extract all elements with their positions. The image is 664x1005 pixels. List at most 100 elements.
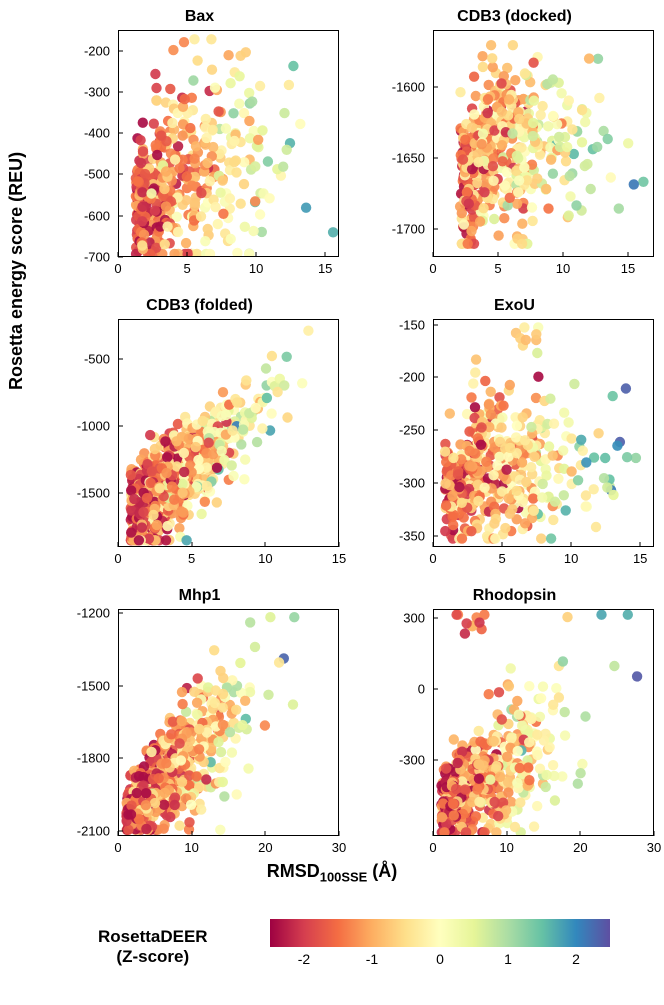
panel-title: CDB3 (folded) — [146, 297, 253, 319]
y-tick: -1200 — [77, 606, 110, 621]
panel: Bax-200-300-400-500-600-700051015 — [60, 8, 339, 279]
x-tick: 0 — [114, 551, 121, 566]
scatter-svg — [434, 31, 654, 257]
plot-outer: 3000-3000102030 — [375, 609, 654, 858]
colorbar-label: RosettaDEER(Z-score) — [98, 927, 208, 968]
x-axis: 0102030 — [118, 836, 339, 858]
plot-outer: -150-200-250-300-350051015 — [375, 319, 654, 568]
colorbar-tick: -2 — [298, 951, 310, 967]
plot-box — [118, 609, 339, 836]
y-axis: -200-300-400-500-600-700 — [60, 30, 118, 257]
colorbar-region: RosettaDEER(Z-score) -2 -1 0 1 2 — [0, 903, 664, 993]
plot-box — [433, 30, 654, 257]
panel: CDB3 (folded)-500-1000-1500051015 — [60, 297, 339, 568]
y-tick: -300 — [399, 752, 425, 767]
x-tick: 10 — [499, 840, 513, 855]
x-axis: 051015 — [118, 257, 339, 279]
panel-title: CDB3 (docked) — [457, 8, 572, 30]
y-axis: -500 -1000 -1500 — [60, 319, 118, 546]
x-tick: 30 — [332, 840, 346, 855]
x-tick: 0 — [429, 551, 436, 566]
scatter-svg — [119, 31, 339, 257]
x-tick: 15 — [633, 551, 647, 566]
y-tick: -700 — [84, 250, 110, 265]
x-tick: 0 — [114, 840, 121, 855]
x-tick: 0 — [429, 840, 436, 855]
plot-outer: -1200-1500-1800-21000102030 — [60, 609, 339, 858]
y-tick: -150 — [399, 317, 425, 332]
x-tick: 0 — [429, 261, 436, 276]
colorbar-tick: -1 — [366, 951, 378, 967]
scatter-svg — [434, 320, 654, 546]
x-tick: 15 — [332, 551, 346, 566]
x-axis: 0102030 — [433, 836, 654, 858]
x-axis: 051015 — [433, 257, 654, 279]
y-tick: 300 — [403, 611, 425, 626]
plot-outer: -500-1000-1500051015 — [60, 319, 339, 568]
x-tick: 5 — [498, 551, 505, 566]
scatter-svg — [119, 320, 339, 546]
y-tick: -1650 — [392, 150, 425, 165]
y-tick: -200 — [399, 370, 425, 385]
colorbar — [270, 919, 610, 947]
x-tick: 5 — [183, 261, 190, 276]
plot-box — [118, 30, 339, 257]
y-axis: -1200 -1500 -1800 -2100 — [60, 609, 118, 836]
panel-title: Rhodopsin — [473, 587, 557, 609]
x-axis: 051015 — [433, 547, 654, 569]
figure-root: Rosetta energy score (REU) RMSD100SSE (Å… — [0, 0, 664, 1005]
x-tick: 10 — [556, 261, 570, 276]
panel-title: Mhp1 — [179, 587, 221, 609]
panel: ExoU-150-200-250-300-350051015 — [375, 297, 654, 568]
panel-title: Bax — [185, 8, 214, 30]
x-tick: 15 — [621, 261, 635, 276]
x-tick: 10 — [184, 840, 198, 855]
x-tick: 20 — [573, 840, 587, 855]
scatter-svg — [434, 610, 654, 836]
plot-outer: -200-300-400-500-600-700051015 — [60, 30, 339, 279]
colorbar-tick: 1 — [504, 951, 512, 967]
x-tick: 10 — [258, 551, 272, 566]
colorbar-tick: 2 — [572, 951, 580, 967]
y-tick: -500 — [84, 352, 110, 367]
y-tick: -350 — [399, 528, 425, 543]
x-axis: 051015 — [118, 547, 339, 569]
y-tick: -2100 — [77, 823, 110, 838]
panel: Mhp1-1200-1500-1800-21000102030 — [60, 587, 339, 858]
y-tick: -1600 — [392, 79, 425, 94]
x-tick: 10 — [249, 261, 263, 276]
plot-box — [433, 609, 654, 836]
plot-box — [433, 319, 654, 546]
y-tick: -500 — [84, 167, 110, 182]
y-tick: -1500 — [77, 485, 110, 500]
x-tick: 30 — [647, 840, 661, 855]
x-tick: 20 — [258, 840, 272, 855]
panel: Rhodopsin3000-3000102030 — [375, 587, 654, 858]
colorbar-tick: 0 — [436, 951, 444, 967]
x-tick: 15 — [318, 261, 332, 276]
y-tick: -300 — [399, 475, 425, 490]
y-tick: -300 — [84, 84, 110, 99]
y-axis: -1600 -1650 -1700 — [375, 30, 433, 257]
y-tick: -1700 — [392, 221, 425, 236]
y-tick: -1000 — [77, 419, 110, 434]
y-tick: -1800 — [77, 751, 110, 766]
colorbar-ticks: -2 -1 0 1 2 — [270, 951, 610, 971]
scatter-svg — [119, 610, 339, 836]
plot-grid: Bax-200-300-400-500-600-700051015CDB3 (d… — [60, 8, 654, 858]
x-tick: 5 — [188, 551, 195, 566]
y-tick: 0 — [418, 682, 425, 697]
y-tick: -200 — [84, 43, 110, 58]
y-axis-label: Rosetta energy score (REU) — [6, 152, 27, 390]
panel: CDB3 (docked) -1600 -1650 -1700 0 5 10 15 — [375, 8, 654, 279]
x-axis-label: RMSD100SSE (Å) — [0, 861, 664, 885]
y-tick: -600 — [84, 208, 110, 223]
x-tick: 0 — [114, 261, 121, 276]
panel-title: ExoU — [494, 297, 535, 319]
x-tick: 10 — [564, 551, 578, 566]
y-tick: -1500 — [77, 678, 110, 693]
x-tick: 5 — [494, 261, 501, 276]
y-axis: -150-200-250-300-350 — [375, 319, 433, 546]
plot-outer: -1600 -1650 -1700 0 5 10 15 — [375, 30, 654, 279]
y-axis: 300 0 -300 — [375, 609, 433, 836]
